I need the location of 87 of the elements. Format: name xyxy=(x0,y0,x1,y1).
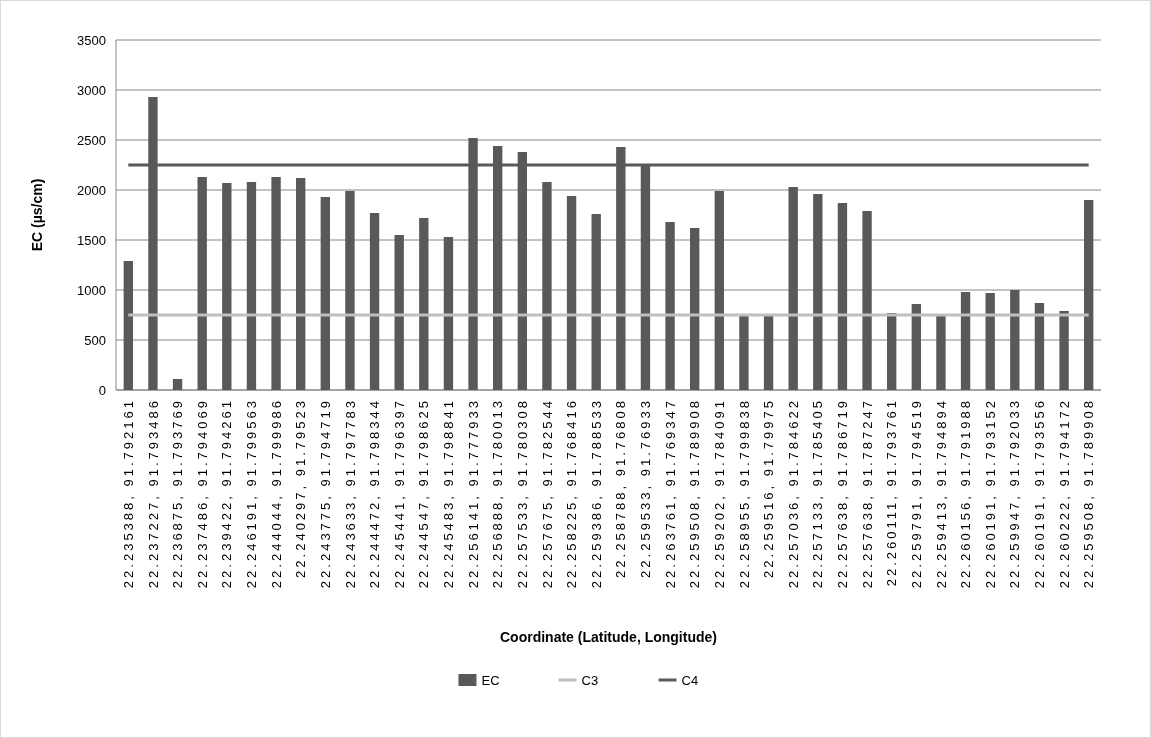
bar xyxy=(542,182,552,390)
y-tick-label: 3000 xyxy=(77,82,106,98)
y-tick-label: 500 xyxy=(84,332,106,348)
bar xyxy=(1084,200,1094,390)
x-tick-label: 22.257638, 91.787247 xyxy=(859,398,875,589)
legend-label: C4 xyxy=(681,672,699,688)
x-tick-label: 22.243775, 91.794719 xyxy=(317,398,333,589)
bar xyxy=(665,222,675,390)
x-tick-label: 22.239422, 91.794261 xyxy=(219,398,235,589)
bar xyxy=(197,177,207,390)
bar xyxy=(345,191,355,390)
x-tick-label: 22.260156, 91.791988 xyxy=(958,398,974,589)
x-tick-label: 22.257638, 91.786719 xyxy=(834,398,850,589)
x-tick-label: 22.259508, 91.789908 xyxy=(687,398,703,589)
x-tick-label: 22.244547, 91.798625 xyxy=(416,398,432,589)
bar xyxy=(960,292,971,390)
bar xyxy=(813,194,823,390)
x-tick-label: 22.258788, 91.76808 xyxy=(613,398,629,578)
bar xyxy=(271,177,281,390)
bar xyxy=(936,316,946,390)
bar xyxy=(222,183,232,390)
x-tick-label: 22.259791, 91.794519 xyxy=(908,398,924,589)
x-tick-label: 22.259386, 91.788533 xyxy=(588,398,604,589)
bar xyxy=(862,211,872,390)
x-tick-label: 22.237486, 91.794069 xyxy=(194,398,210,589)
x-tick-label: 22.263761, 91.769347 xyxy=(662,398,678,589)
bar xyxy=(419,218,429,390)
x-tick-label: 22.245441, 91.796397 xyxy=(391,398,407,589)
bar xyxy=(443,237,454,390)
bar xyxy=(591,214,601,390)
bar xyxy=(837,203,848,390)
x-tick-label: 22.240297, 91.79523 xyxy=(293,398,309,578)
bar xyxy=(911,304,921,390)
x-tick-label: 22.243633, 91.797783 xyxy=(342,398,358,589)
y-tick-label: 1500 xyxy=(77,232,106,248)
bar xyxy=(714,191,724,390)
x-tick-label: 22.257133, 91.785405 xyxy=(810,398,826,589)
legend-label: C3 xyxy=(581,672,599,688)
bar xyxy=(394,235,404,390)
y-tick-label: 2000 xyxy=(77,182,106,198)
legend-label: EC xyxy=(481,672,500,688)
x-tick-label: 22.257036, 91.784622 xyxy=(785,398,801,589)
x-tick-label: 22.260191, 91.793152 xyxy=(982,398,998,589)
bar xyxy=(172,379,183,390)
bar xyxy=(763,316,774,390)
x-tick-label: 22.260191, 91.793556 xyxy=(1031,398,1047,589)
x-tick-label: 22.256888, 91.780013 xyxy=(490,398,506,589)
x-tick-label: 22.260222, 91.794172 xyxy=(1056,398,1072,589)
x-tick-label: 22.257675, 91.782544 xyxy=(539,398,555,589)
x-tick-label: 22.237227, 91.793486 xyxy=(145,398,161,589)
x-tick-label: 22.258225, 91.768416 xyxy=(564,398,580,589)
x-tick-label: 22.258955, 91.799838 xyxy=(736,398,752,589)
x-tick-label: 22.235388, 91.792161 xyxy=(120,398,136,589)
x-tick-label: 22.244472, 91.798344 xyxy=(367,398,383,589)
x-tick-label: 22.260111, 91.793761 xyxy=(884,398,900,587)
x-tick-label: 22.259202, 91.784091 xyxy=(711,398,727,589)
bar xyxy=(369,213,380,390)
bar xyxy=(296,178,306,390)
x-tick-label: 22.246191, 91.799563 xyxy=(243,398,259,589)
x-tick-label: 22.236875, 91.793769 xyxy=(170,398,186,589)
x-tick-label: 22.259413, 91.794894 xyxy=(933,398,949,589)
x-tick-label: 22.244044, 91.799986 xyxy=(268,398,284,589)
bar xyxy=(566,196,577,390)
bar xyxy=(246,182,257,390)
x-tick-label: 22.256141, 91.777933 xyxy=(465,398,481,589)
bar xyxy=(1010,290,1020,390)
x-tick-label: 22.259947, 91.792033 xyxy=(1007,398,1023,589)
bar xyxy=(1059,311,1069,390)
x-tick-label: 22.259508, 91.789908 xyxy=(1081,398,1097,589)
x-tick-label: 22.257533, 91.780308 xyxy=(514,398,530,589)
bar xyxy=(788,187,798,390)
y-tick-label: 2500 xyxy=(77,132,106,148)
bar xyxy=(690,228,700,390)
bar xyxy=(320,197,330,390)
x-tick-label: 22.259516, 91.79975 xyxy=(761,398,777,578)
y-tick-label: 0 xyxy=(98,382,106,398)
bar xyxy=(123,261,133,390)
bar xyxy=(1034,303,1045,390)
y-axis-title: EC (µs/cm) xyxy=(29,178,45,252)
x-tick-label: 22.259533, 91.76933 xyxy=(637,398,653,578)
bar xyxy=(739,316,749,390)
x-tick-label: 22.245483, 91.798841 xyxy=(440,398,456,589)
x-axis-title: Coordinate (Latitude, Longitude) xyxy=(500,629,717,645)
bar xyxy=(985,293,995,390)
bar xyxy=(887,313,897,390)
y-tick-label: 3500 xyxy=(77,32,106,48)
y-tick-label: 1000 xyxy=(77,282,106,298)
